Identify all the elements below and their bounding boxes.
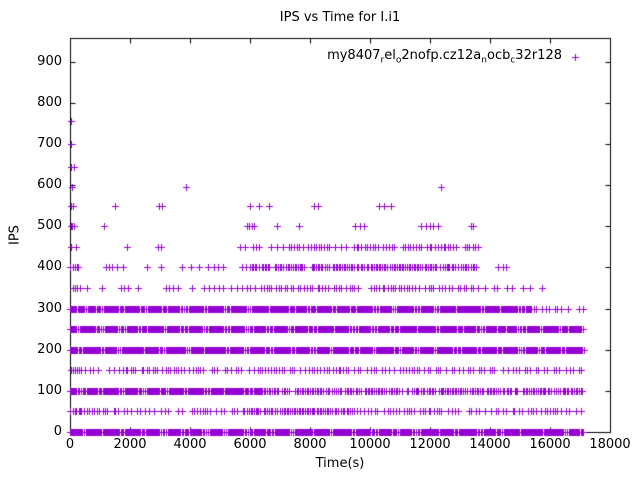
y-tick-label: 800 <box>37 94 62 110</box>
legend-label: my8407relo2nofp.cz12anocbc32r128 <box>327 48 562 66</box>
legend: my8407relo2nofp.cz12anocbc32r128 <box>70 48 562 66</box>
y-tick-label: 0 <box>53 424 62 439</box>
chart-title: IPS vs Time for I.i1 <box>279 10 401 25</box>
y-tick-label: 400 <box>37 259 62 275</box>
y-tick-label: 600 <box>37 177 62 193</box>
x-axis-label: Time(s) <box>315 456 365 471</box>
y-tick-label: 700 <box>37 136 62 152</box>
y-tick-label: 300 <box>37 300 62 316</box>
x-tick-label: 16000 <box>529 437 571 452</box>
x-tick-label: 2000 <box>113 437 147 452</box>
x-tick-label: 18000 <box>589 437 631 452</box>
x-tick-label: 10000 <box>349 437 391 452</box>
x-tick-label: 0 <box>65 437 75 452</box>
x-tick-label: 12000 <box>409 437 451 452</box>
y-tick-label: 500 <box>37 218 62 234</box>
y-tick-label: 200 <box>37 341 62 357</box>
y-tick-label: 900 <box>37 53 62 69</box>
y-tick-label: 100 <box>37 382 62 398</box>
x-tick-label: 4000 <box>173 437 207 452</box>
x-tick-label: 6000 <box>233 437 267 452</box>
x-tick-label: 14000 <box>469 437 511 452</box>
x-tick-label: 8000 <box>293 437 327 452</box>
